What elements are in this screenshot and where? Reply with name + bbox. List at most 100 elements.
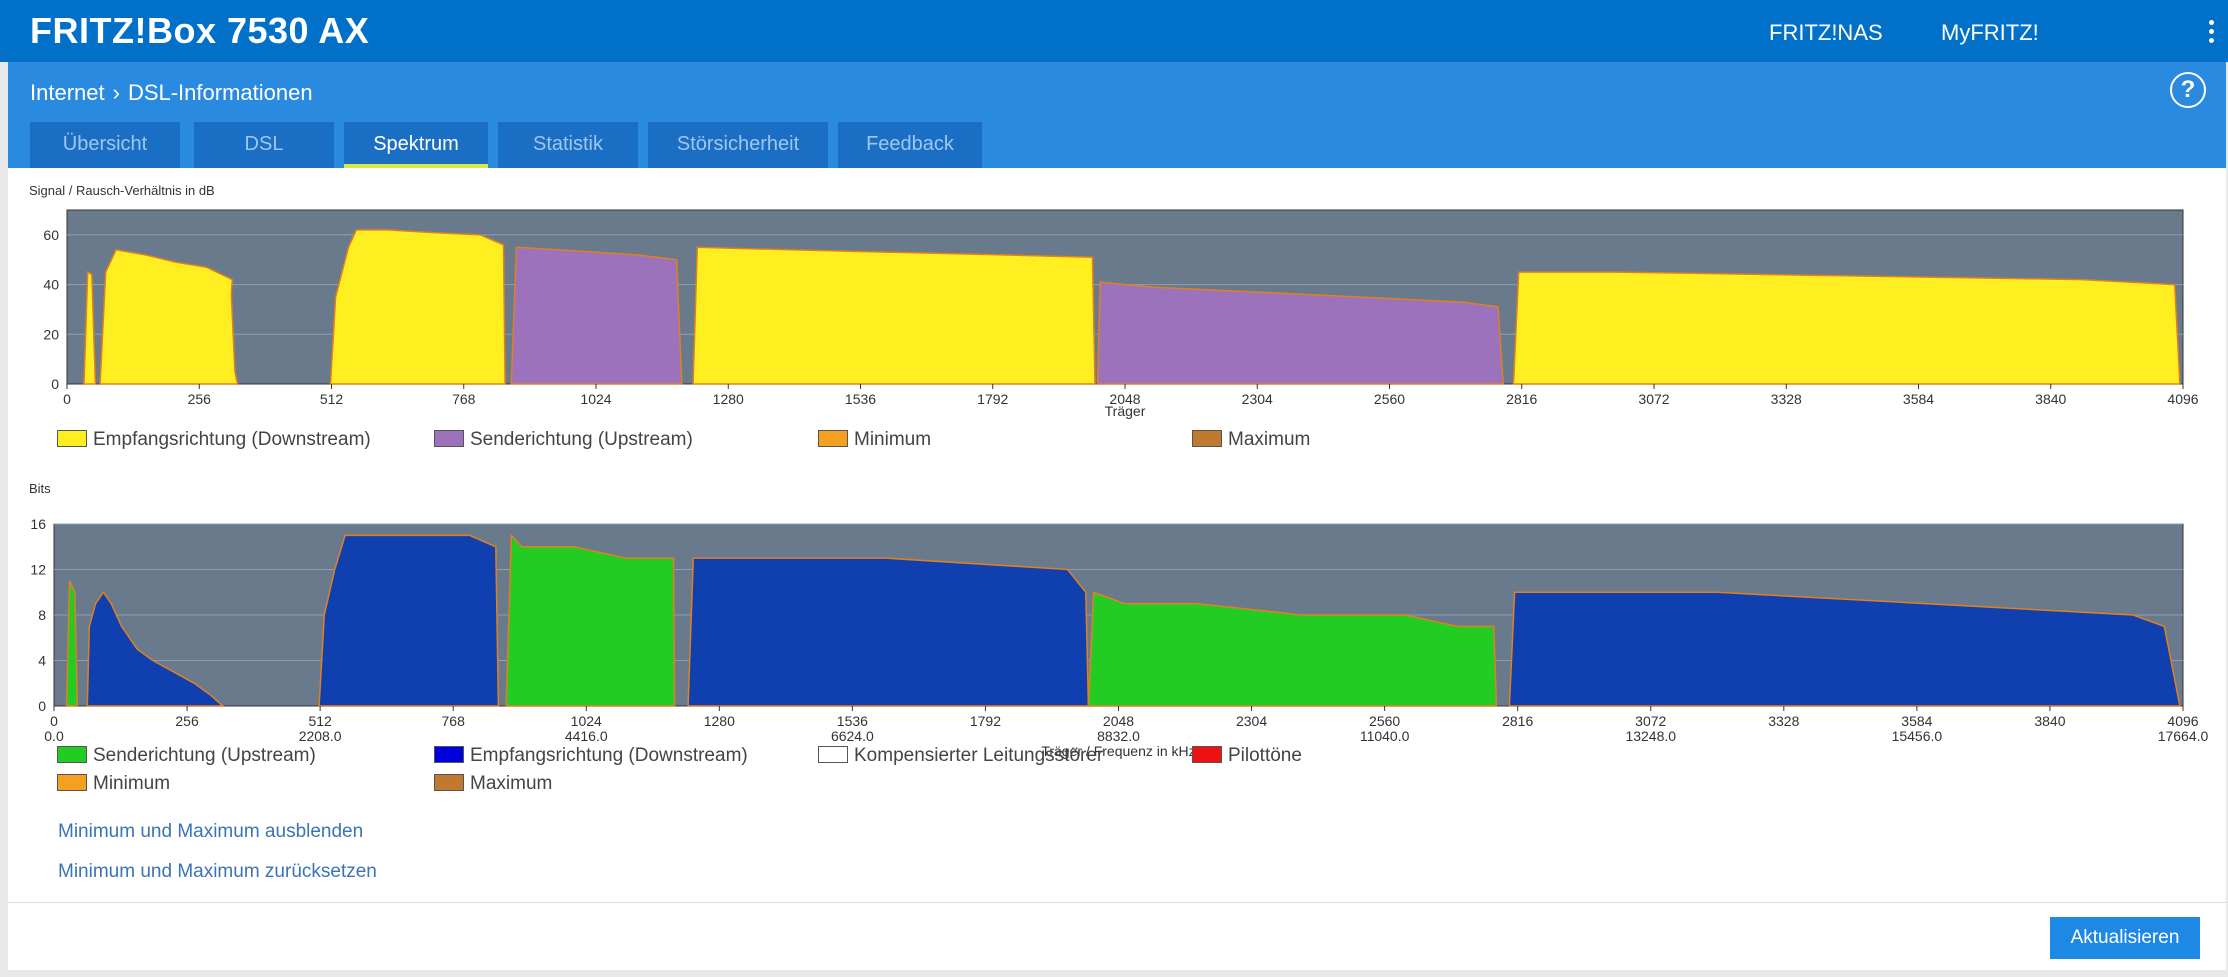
refresh-button[interactable]: Aktualisieren <box>2050 917 2200 959</box>
y-tick-label: 60 <box>43 227 59 243</box>
footer-divider <box>8 902 2226 903</box>
series-area-downstream <box>1508 591 2181 707</box>
myfritz-link[interactable]: MyFRITZ! <box>1941 20 2039 45</box>
x-tick-label: 1536 <box>837 713 868 729</box>
hide-minmax-link[interactable]: Minimum und Maximum ausblenden <box>58 821 364 842</box>
x-tick-label: 2304 <box>1242 391 1273 407</box>
breadcrumb-current: DSL-Informationen <box>127 80 313 105</box>
series-area-downstream <box>687 557 1090 707</box>
legend-item: Empfangsrichtung (Downstream) <box>434 745 748 767</box>
freq-tick-label: 13248.0 <box>1625 728 1676 744</box>
legend-item: Senderichtung (Upstream) <box>434 429 693 451</box>
x-tick-label: 1280 <box>704 713 735 729</box>
snr-chart-title: Signal / Rausch-Verhältnis in dB <box>29 183 215 198</box>
snr-chart: 0 20 40 60 0 256 512 768 1024 1280 1536 1792 2048 230… <box>43 209 2199 419</box>
series-area-upstream <box>1087 591 1498 707</box>
x-tick-label: 2048 <box>1103 713 1134 729</box>
legend-swatch <box>818 430 848 447</box>
snr-legend: Empfangsrichtung (Downstream) Senderichtu… <box>57 429 1357 459</box>
breadcrumb: Internet › DSL-Informationen <box>30 80 313 106</box>
series-area-upstream <box>65 580 79 707</box>
chevron-right-icon: › <box>112 80 120 105</box>
x-tick-label: 2560 <box>1369 713 1400 729</box>
legend-swatch <box>1192 430 1222 447</box>
legend-item: Minimum <box>57 773 170 795</box>
x-tick-label: 1280 <box>713 391 744 407</box>
legend-item: Minimum <box>818 429 931 451</box>
legend-label: Minimum <box>93 773 171 794</box>
x-tick-label: 1792 <box>977 391 1008 407</box>
x-tick-label: 3328 <box>1771 391 1802 407</box>
legend-swatch <box>57 774 87 791</box>
x-tick-label: 256 <box>188 391 212 407</box>
tab-feedback[interactable]: Feedback <box>838 122 982 168</box>
series-area-upstream <box>505 533 676 707</box>
tab-spektrum[interactable]: Spektrum <box>344 122 488 168</box>
series-area-upstream <box>1096 281 1505 385</box>
sub-header: Internet › DSL-Informationen ? Übersicht D… <box>8 62 2226 168</box>
x-tick-label: 1536 <box>845 391 876 407</box>
y-tick-label: 0 <box>51 376 59 392</box>
y-tick-label: 16 <box>30 516 46 532</box>
legend-swatch <box>434 746 464 763</box>
tab-statistik[interactable]: Statistik <box>498 122 638 168</box>
x-tick-label: 4096 <box>2167 391 2198 407</box>
legend-label: Empfangsrichtung (Downstream) <box>470 745 748 766</box>
legend-item: Empfangsrichtung (Downstream) <box>57 429 371 451</box>
x-tick-label: 3072 <box>1635 713 1666 729</box>
series-area-downstream <box>83 270 97 385</box>
tab-stoersicherheit[interactable]: Störsicherheit <box>648 122 828 168</box>
series-area-downstream <box>86 590 225 707</box>
fritznas-link[interactable]: FRITZ!NAS <box>1769 20 1883 45</box>
help-icon[interactable]: ? <box>2170 72 2206 108</box>
reset-minmax-link[interactable]: Minimum und Maximum zurücksetzen <box>58 861 377 882</box>
brand-title: FRITZ!Box 7530 AX <box>30 10 370 51</box>
y-tick-label: 12 <box>30 562 46 578</box>
legend-swatch <box>818 746 848 763</box>
y-tick-label: 4 <box>38 653 46 669</box>
series-area-downstream <box>692 246 1096 385</box>
series-area-upstream <box>510 246 683 385</box>
x-axis-label: Träger / Frequenz in kHz <box>1041 743 1195 759</box>
x-tick-label: 1792 <box>970 713 1001 729</box>
x-tick-label: 2816 <box>1506 391 1537 407</box>
legend-item: Maximum <box>434 773 552 795</box>
y-tick-label: 40 <box>43 277 59 293</box>
tab-uebersicht[interactable]: Übersicht <box>30 122 180 168</box>
legend-label: Maximum <box>1228 429 1311 450</box>
freq-tick-label: 0.0 <box>44 728 64 744</box>
main-content: Signal / Rausch-Verhältnis in dB 0 20 40 60… <box>8 168 2226 970</box>
top-bar: FRITZ!Box 7530 AX FRITZ!NAS MyFRITZ! <box>0 0 2228 62</box>
x-tick-label: 512 <box>308 713 332 729</box>
x-tick-label: 0 <box>63 391 71 407</box>
x-tick-label: 512 <box>320 391 344 407</box>
legend-label: Kompensierter Leitungsstörer <box>854 745 1104 766</box>
menu-kebab-icon[interactable] <box>2208 20 2216 46</box>
breadcrumb-internet[interactable]: Internet <box>30 80 105 105</box>
x-tick-label: 2304 <box>1236 713 1267 729</box>
legend-swatch <box>57 746 87 763</box>
x-tick-label: 3072 <box>1638 391 1669 407</box>
tab-dsl[interactable]: DSL <box>194 122 334 168</box>
x-tick-label: 1024 <box>571 713 602 729</box>
x-axis-label: Träger <box>1105 403 1146 419</box>
x-tick-label: 4096 <box>2167 713 2198 729</box>
x-tick-label: 768 <box>442 713 466 729</box>
legend-swatch <box>1192 746 1222 763</box>
x-tick-label: 768 <box>452 391 476 407</box>
freq-tick-label: 2208.0 <box>299 728 342 744</box>
x-tick-label: 3328 <box>1768 713 1799 729</box>
legend-item: Maximum <box>1192 429 1310 451</box>
x-tick-label: 3584 <box>1901 713 1932 729</box>
freq-tick-label: 8832.0 <box>1097 728 1140 744</box>
x-tick-label: 3584 <box>1903 391 1934 407</box>
x-tick-label: 3840 <box>2035 391 2066 407</box>
series-area-downstream <box>99 248 239 385</box>
legend-swatch <box>434 774 464 791</box>
legend-item: Kompensierter Leitungsstörer <box>818 745 1103 767</box>
freq-tick-label: 15456.0 <box>1892 728 1943 744</box>
series-area-downstream <box>329 229 506 385</box>
x-tick-label: 3840 <box>2034 713 2065 729</box>
